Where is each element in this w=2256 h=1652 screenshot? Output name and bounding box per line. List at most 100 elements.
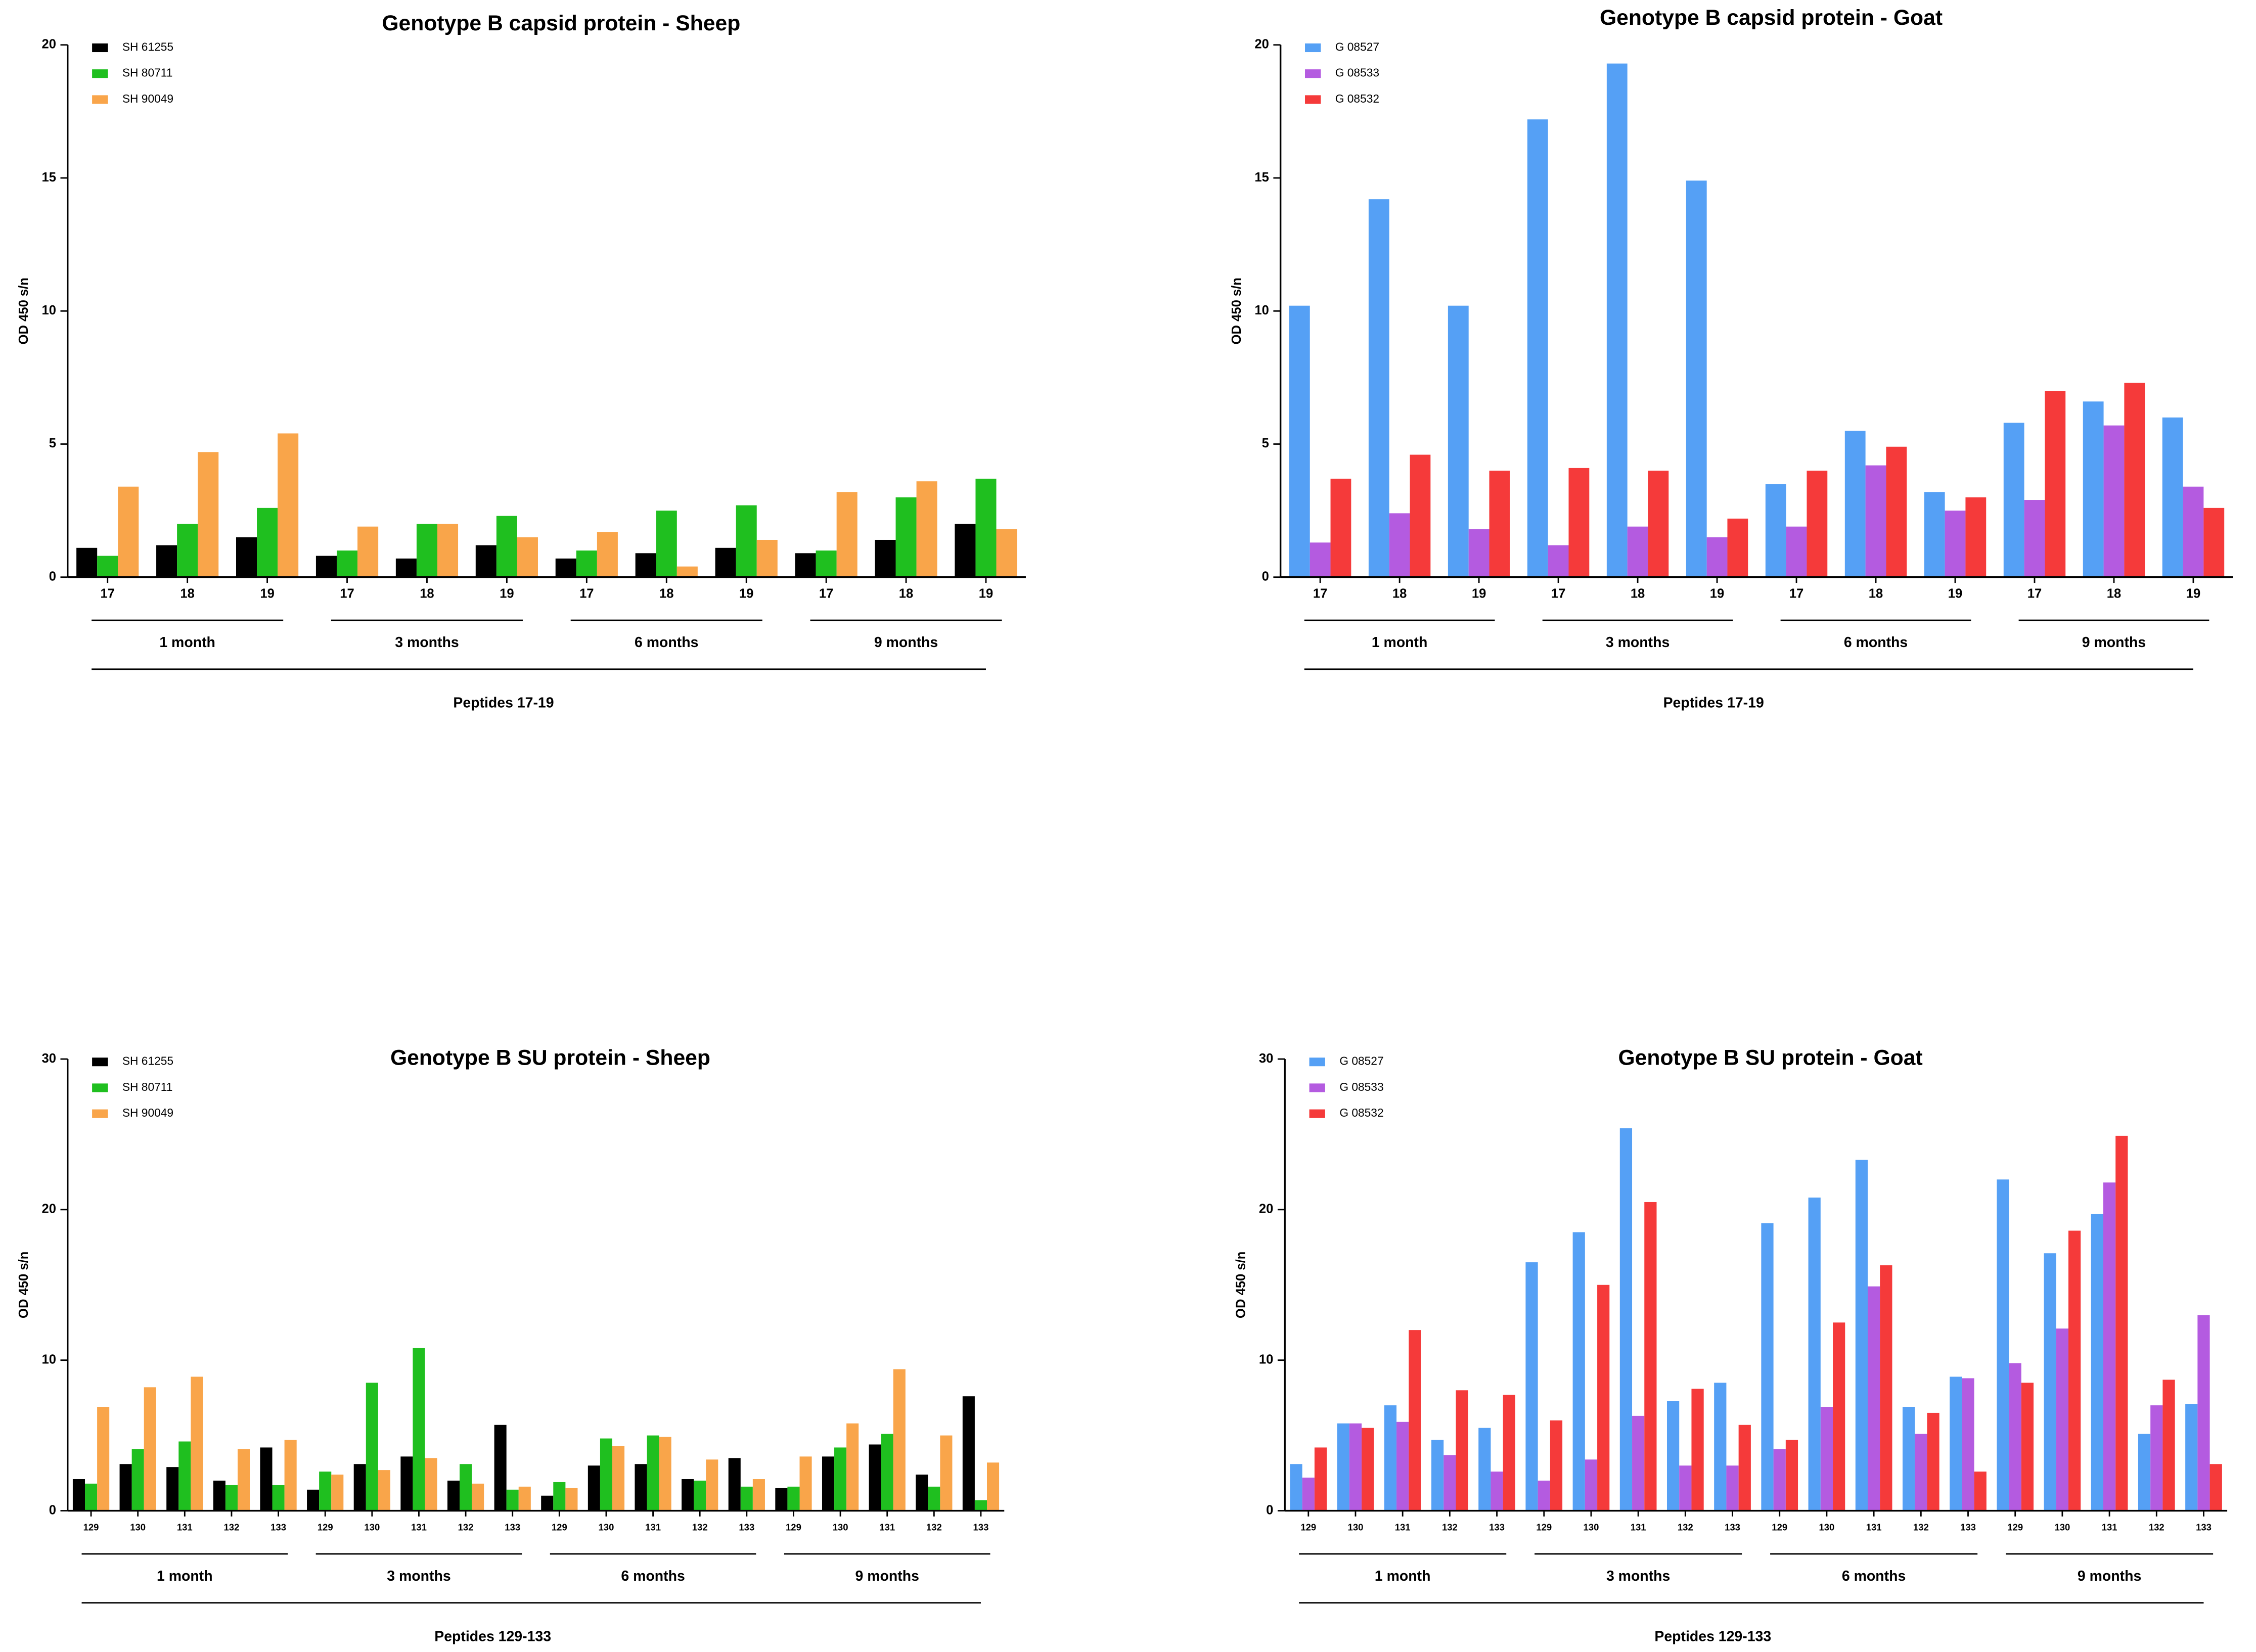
bar (2162, 417, 2183, 577)
bar (460, 1464, 472, 1511)
group-label: 9 months (2078, 1568, 2141, 1584)
bar (131, 1449, 144, 1511)
bar (1868, 1286, 1880, 1511)
bar (1691, 1389, 1704, 1511)
bar (1644, 1202, 1657, 1511)
bar (225, 1485, 238, 1511)
legend-label: G 08532 (1339, 1106, 1383, 1119)
bar (425, 1458, 437, 1511)
legend-label: SH 61255 (122, 1054, 173, 1068)
bar (799, 1456, 812, 1511)
bar (144, 1387, 156, 1511)
bar (494, 1425, 507, 1511)
bar (940, 1435, 953, 1511)
bar (1538, 1480, 1550, 1511)
bar (2115, 1135, 2128, 1511)
bar (97, 1407, 110, 1511)
bar (1396, 1421, 1409, 1511)
bar (191, 1376, 203, 1511)
bar (1330, 478, 1351, 577)
x-tick-label: 129 (318, 1522, 333, 1533)
x-tick-label: 133 (1489, 1522, 1505, 1533)
bar (736, 505, 757, 577)
y-tick-label: 30 (41, 1051, 56, 1066)
bar (2044, 1253, 2056, 1511)
bar (1974, 1472, 1987, 1511)
bar (656, 511, 677, 577)
bar (1368, 199, 1389, 577)
y-tick-label: 30 (1259, 1051, 1274, 1066)
bar (2103, 1182, 2116, 1511)
bar (2024, 500, 2045, 577)
legend-label: G 08533 (1335, 66, 1379, 79)
bar (2150, 1405, 2163, 1511)
bar (1489, 471, 1510, 577)
bar (987, 1462, 1000, 1511)
x-tick-label: 18 (659, 587, 673, 601)
bar (284, 1440, 297, 1511)
bar (795, 553, 816, 577)
legend-label: SH 90049 (122, 92, 173, 105)
x-tick-label: 19 (1472, 587, 1486, 601)
x-tick-label: 17 (1551, 587, 1566, 601)
y-tick-label: 0 (1266, 1503, 1273, 1517)
x-tick-label: 129 (1536, 1522, 1552, 1533)
x-tick-label: 129 (1300, 1522, 1316, 1533)
legend-swatch (92, 1058, 108, 1067)
group-label: 6 months (1844, 634, 1908, 651)
bar (916, 1475, 928, 1511)
bar (787, 1486, 800, 1511)
bar (576, 550, 597, 577)
x-tick-label: 133 (505, 1522, 520, 1533)
y-tick-label: 15 (1254, 170, 1269, 185)
bar (2068, 1230, 2081, 1511)
bar (846, 1423, 859, 1511)
bar (1310, 542, 1331, 577)
bar (1572, 1232, 1585, 1511)
x-tick-label: 17 (2027, 587, 2042, 601)
bar (2162, 1380, 2175, 1511)
group-label: 1 month (157, 1568, 213, 1584)
bar (496, 516, 517, 577)
x-tick-label: 18 (2107, 587, 2122, 601)
bar (416, 524, 437, 577)
bar (357, 526, 379, 577)
x-tick-label: 17 (340, 587, 354, 601)
bar (1738, 1425, 1751, 1511)
y-tick-label: 0 (1262, 569, 1269, 583)
bar (1997, 1179, 2009, 1511)
bar (331, 1475, 344, 1511)
legend-swatch (92, 69, 108, 78)
x-tick-label: 18 (899, 587, 914, 601)
legend-label: SH 90049 (122, 1106, 173, 1119)
x-tick-label: 130 (1819, 1522, 1835, 1533)
group-label: 3 months (1606, 634, 1670, 651)
x-tick-label: 130 (1584, 1522, 1599, 1533)
bar (1714, 1383, 1727, 1511)
bar (237, 1449, 250, 1511)
legend-swatch (92, 43, 108, 53)
y-tick-label: 10 (1259, 1352, 1274, 1366)
x-tick-label: 129 (1772, 1522, 1787, 1533)
x-tick-label: 18 (1631, 587, 1645, 601)
x-tick-label: 132 (1913, 1522, 1929, 1533)
bar (881, 1434, 893, 1511)
x-tick-label: 130 (599, 1522, 614, 1533)
x-tick-label: 131 (879, 1522, 895, 1533)
bar (1568, 468, 1590, 577)
bar (166, 1467, 179, 1511)
bar (1410, 454, 1431, 577)
x-axis-label: Peptides 129-133 (434, 1628, 551, 1644)
bar (756, 539, 778, 577)
bar (676, 566, 698, 577)
bar (1706, 537, 1728, 577)
bar (1666, 1401, 1680, 1511)
x-tick-label: 133 (973, 1522, 989, 1533)
bar (1844, 431, 1866, 577)
bar (2183, 486, 2204, 577)
chart-title: Genotype B capsid protein - Goat (1600, 6, 1943, 30)
x-tick-label: 19 (500, 587, 514, 601)
bar (1786, 526, 1807, 577)
x-tick-label: 129 (786, 1522, 801, 1533)
bar (1886, 446, 1907, 577)
